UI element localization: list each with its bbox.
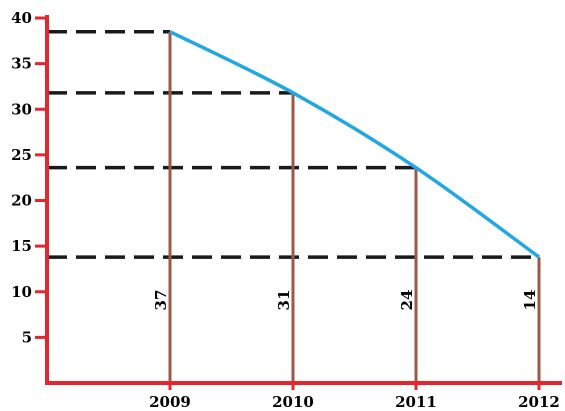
y-tick-label-40: 40 — [11, 9, 32, 27]
data-curve — [169, 30, 541, 259]
x-tick-label-2011: 2011 — [395, 393, 437, 411]
y-tick-label-15: 15 — [11, 237, 32, 255]
data-label-2010: 31 — [275, 290, 293, 311]
data-label-2009: 37 — [152, 290, 170, 311]
data-label-2011: 24 — [398, 290, 416, 311]
y-tick-label-5: 5 — [22, 328, 32, 346]
y-tick-label-30: 30 — [11, 100, 32, 118]
y-tick-label-20: 20 — [11, 192, 32, 210]
x-tick-label-2010: 2010 — [272, 393, 314, 411]
y-tick-label-25: 25 — [11, 146, 32, 164]
x-tick-label-2009: 2009 — [149, 393, 191, 411]
y-tick-label-10: 10 — [11, 283, 32, 301]
y-tick-label-35: 35 — [11, 55, 32, 73]
data-label-2012: 14 — [521, 290, 539, 311]
x-tick-label-2012: 2012 — [518, 393, 560, 411]
